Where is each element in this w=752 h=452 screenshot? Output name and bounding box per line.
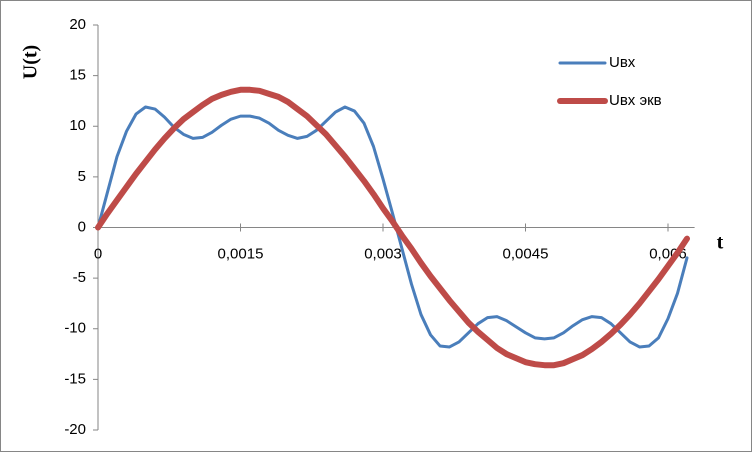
x-axis-title: t bbox=[717, 232, 724, 254]
legend-label: Uвх bbox=[609, 54, 636, 71]
x-tick-label: 0,003 bbox=[364, 245, 402, 262]
y-tick-label: -10 bbox=[64, 320, 86, 337]
y-tick-label: 20 bbox=[69, 16, 86, 33]
legend-label: Uвх экв bbox=[609, 92, 662, 109]
series-line bbox=[95, 86, 690, 369]
series-line bbox=[96, 105, 689, 349]
y-tick-label: 10 bbox=[69, 117, 86, 134]
y-tick-label: -20 bbox=[64, 421, 86, 438]
y-tick-label: -5 bbox=[73, 269, 86, 286]
y-tick-label: -15 bbox=[64, 370, 86, 387]
y-tick-label: 15 bbox=[69, 67, 86, 84]
x-tick-label: 0,0045 bbox=[503, 245, 549, 262]
y-axis-title: U(t) bbox=[20, 45, 42, 79]
x-tick-label: 0,0015 bbox=[218, 245, 264, 262]
y-tick-label: 5 bbox=[78, 168, 86, 185]
x-tick-label: 0 bbox=[94, 245, 102, 262]
y-tick-label: 0 bbox=[78, 218, 86, 235]
